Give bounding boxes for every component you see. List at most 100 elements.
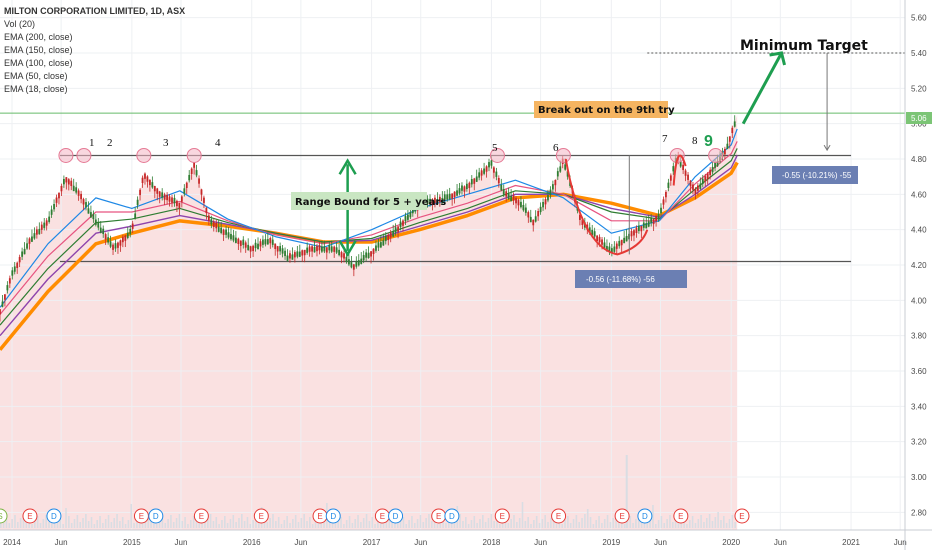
ema-layer	[0, 128, 739, 351]
volume-bar	[723, 516, 725, 528]
volume-bar	[652, 505, 654, 528]
candle-body	[87, 208, 90, 214]
candle-body	[500, 185, 503, 191]
legend-item-ema100: EMA (100, close)	[4, 58, 73, 68]
volume-bar	[487, 518, 490, 528]
volume-bar	[484, 522, 487, 528]
volume-bar	[167, 519, 169, 528]
breakout-box	[534, 101, 668, 118]
candle-body	[330, 246, 333, 252]
y-tick-label: 3.40	[911, 402, 927, 411]
candle-body	[669, 175, 672, 181]
candle-body	[220, 227, 223, 233]
candle-body	[389, 232, 392, 238]
candle-body	[679, 161, 682, 167]
candle-body	[448, 193, 451, 200]
volume-bar	[113, 518, 116, 528]
candle-body	[301, 250, 304, 256]
x-tick-label: 2016	[243, 538, 261, 547]
volume-bar	[734, 522, 736, 528]
volume-bar	[700, 515, 702, 528]
volume-bar	[490, 514, 493, 528]
volume-bar	[130, 504, 133, 528]
candle-body	[323, 246, 326, 252]
candle-body	[426, 198, 429, 205]
volume-bar	[243, 521, 246, 528]
candle-body	[242, 239, 245, 245]
volume-bar	[708, 514, 711, 528]
event-marker-label: D	[153, 512, 159, 521]
volume-bar	[717, 512, 719, 528]
candle-body	[564, 164, 567, 170]
candle-body	[28, 238, 31, 244]
volume-bar	[206, 518, 209, 528]
candle-body	[333, 246, 336, 252]
candle-body	[340, 252, 343, 258]
volume-bar	[688, 520, 691, 528]
event-marker-label: D	[642, 512, 648, 521]
candle-body	[534, 216, 537, 222]
volume-bar	[45, 515, 47, 528]
volume-bar	[578, 522, 581, 528]
volume-bar	[564, 520, 566, 528]
volume-bar	[674, 518, 677, 528]
volume-layer: SEDEDEEEDEDEDEEEDEE	[0, 455, 750, 528]
candle-body	[271, 239, 274, 245]
candle-body	[488, 162, 490, 168]
y-tick-label: 4.80	[911, 155, 927, 164]
candle-body	[232, 235, 235, 241]
measure-box-top	[772, 166, 858, 184]
volume-bar	[618, 521, 620, 528]
candle-body	[205, 207, 208, 214]
y-tick-label: 4.00	[911, 296, 927, 305]
volume-bar	[598, 516, 600, 528]
volume-bar	[615, 514, 617, 528]
touch-label-3: 3	[163, 137, 169, 149]
candle-body	[657, 213, 660, 220]
volume-bar	[365, 514, 368, 528]
candle-body	[394, 227, 397, 233]
candle-body	[183, 188, 186, 194]
volume-bar	[354, 519, 357, 528]
candle-body	[431, 199, 434, 205]
volume-bar	[116, 514, 118, 528]
candle-body	[279, 246, 282, 252]
volume-bar	[294, 515, 297, 528]
candle-body	[254, 242, 257, 249]
volume-bar	[297, 522, 300, 528]
candle-body	[475, 176, 478, 182]
candle-body	[13, 266, 16, 272]
volume-bar	[402, 517, 405, 528]
event-marker-label: E	[27, 512, 32, 521]
candle-body	[348, 259, 350, 265]
touch-circle	[136, 147, 152, 163]
candle-body	[733, 121, 736, 127]
candle-body	[549, 189, 552, 195]
volume-bar	[669, 515, 671, 528]
volume-bar	[121, 517, 124, 528]
candle-body	[274, 243, 277, 249]
candle-body	[387, 234, 390, 241]
volume-bar	[671, 522, 674, 528]
event-marker-label: D	[330, 512, 336, 521]
volume-bar	[430, 521, 433, 528]
candle-body	[1, 301, 4, 307]
volume-bar	[433, 517, 436, 528]
candle-body	[350, 262, 353, 268]
volume-bar	[25, 521, 28, 528]
candle-body	[104, 234, 107, 240]
volume-bar	[530, 524, 532, 528]
candles-layer	[0, 115, 736, 322]
cup-curve	[564, 158, 649, 256]
volume-bar	[422, 522, 425, 528]
volume-bar	[649, 521, 651, 528]
x-tick-label: Jun	[534, 538, 547, 547]
candle-body	[640, 225, 643, 232]
volume-bar	[87, 521, 90, 528]
target-arrow-head	[769, 51, 786, 66]
candle-body	[642, 222, 645, 228]
candle-body	[281, 248, 284, 254]
event-marker-label: E	[678, 512, 683, 521]
candle-body	[375, 245, 377, 251]
